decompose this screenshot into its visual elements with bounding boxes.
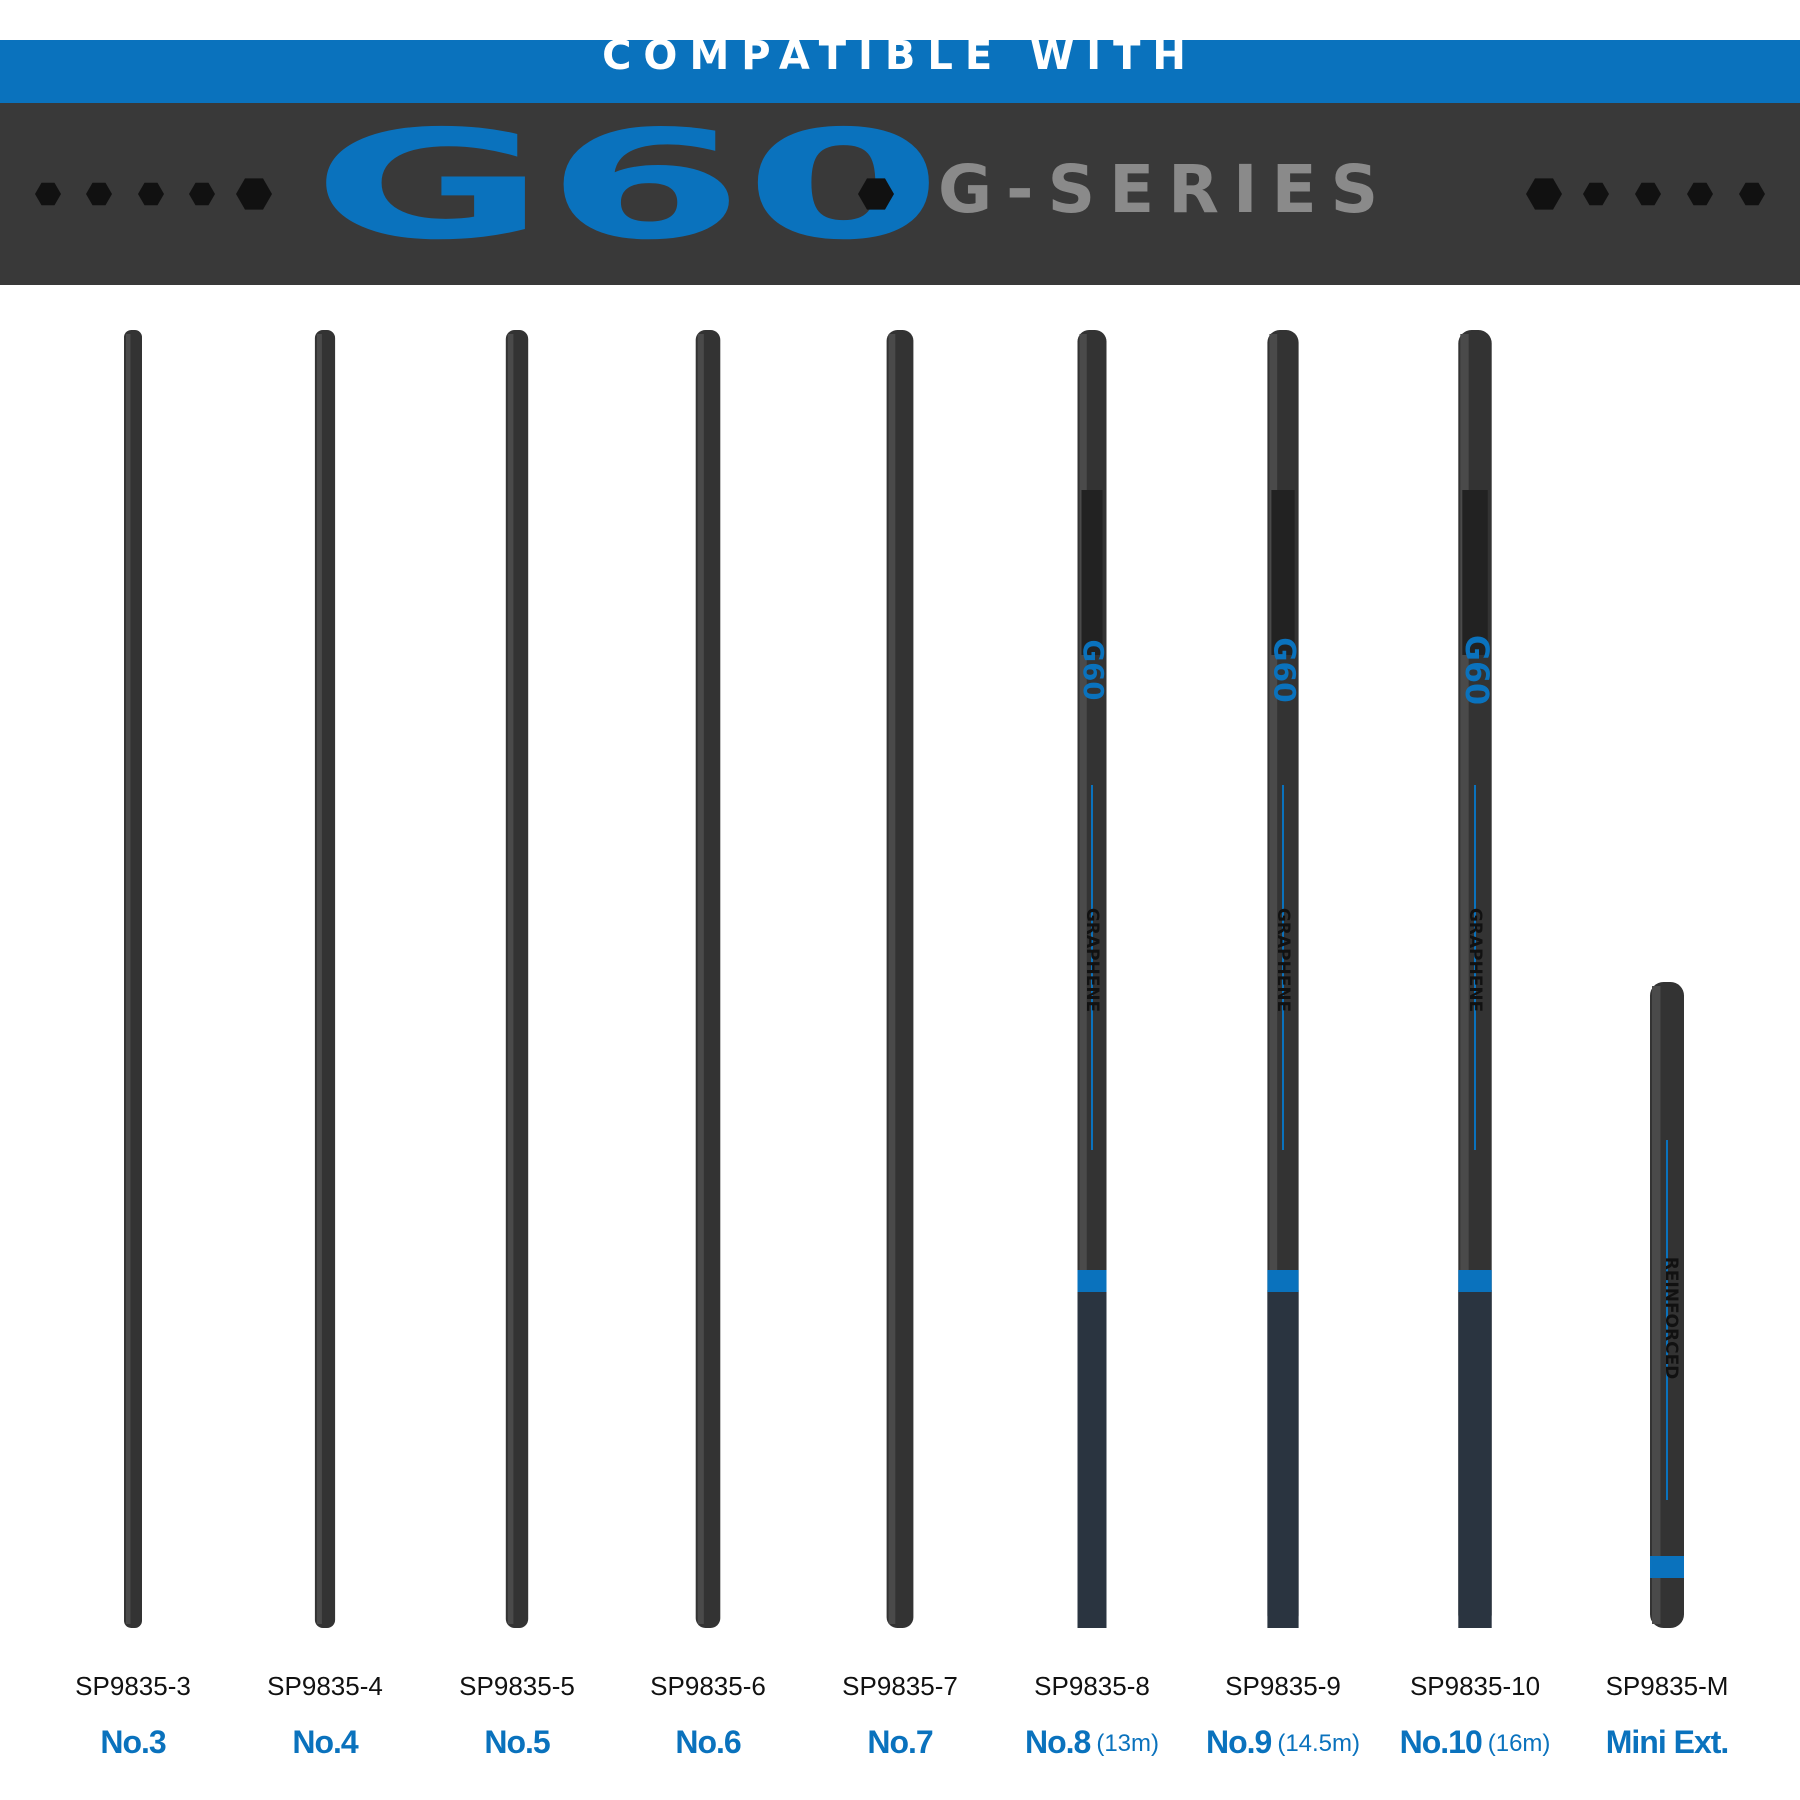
- hex-dot: [1687, 182, 1713, 206]
- pole: [124, 330, 142, 1628]
- pole-shade: [1269, 334, 1278, 1624]
- section-number: No.9: [1206, 1724, 1272, 1760]
- section-code: SP9835-4: [267, 1671, 383, 1701]
- pole-weave: [1271, 490, 1295, 655]
- section-name: No.9 (14.5m): [1206, 1724, 1360, 1760]
- pole: [505, 330, 529, 1628]
- section-number: No.10: [1400, 1724, 1482, 1760]
- section-code: SP9835-3: [75, 1671, 191, 1701]
- section-number: No.6: [675, 1724, 741, 1760]
- hex-dot: [858, 178, 894, 210]
- section-name: No.4: [292, 1724, 359, 1760]
- series-name: G-SERIES: [938, 151, 1392, 228]
- pole-logo: G60: [1458, 635, 1494, 705]
- section-number: No.5: [484, 1724, 550, 1760]
- hex-dot: [189, 182, 215, 206]
- pole-label: GRAPHENE: [1273, 908, 1293, 1012]
- pole-label: REINFORCED: [1661, 1257, 1681, 1380]
- pole-weave: [1081, 490, 1103, 655]
- hex-dot: [138, 182, 164, 206]
- pole-logo: G60: [1268, 637, 1303, 703]
- section-number: No.8: [1025, 1724, 1091, 1760]
- hex-dot: [1739, 182, 1765, 206]
- section-name: No.8 (13m): [1025, 1724, 1159, 1760]
- section-number: No.7: [867, 1724, 933, 1760]
- section-length: (13m): [1096, 1730, 1159, 1757]
- hex-dot: [1583, 182, 1609, 206]
- section-number: Mini Ext.: [1606, 1724, 1729, 1760]
- pole: G60 GRAPHENE: [1267, 330, 1303, 1628]
- hex-dot: [236, 178, 272, 210]
- pole-shade: [697, 334, 704, 1624]
- pole: [886, 330, 914, 1628]
- section-code: SP9835-6: [650, 1671, 766, 1701]
- pole-weave: [1462, 490, 1488, 655]
- pole-band: [1458, 1270, 1492, 1292]
- section-name: No.3: [100, 1724, 166, 1760]
- section-name: No.6: [675, 1724, 741, 1760]
- hex-dot: [1526, 178, 1562, 210]
- pole-grip: [1267, 1290, 1299, 1628]
- section-code: SP9835-10: [1410, 1671, 1540, 1701]
- section-length: (16m): [1488, 1730, 1551, 1757]
- section-code: SP9835-5: [459, 1671, 575, 1701]
- pole-shade: [888, 334, 896, 1624]
- pole-band: [1267, 1270, 1299, 1292]
- section-code: SP9835-8: [1034, 1671, 1150, 1701]
- pole-shade: [507, 334, 514, 1624]
- tagline: COMPATIBLE WITH: [602, 33, 1198, 79]
- pole-shade: [1652, 986, 1661, 1624]
- hex-dot: [35, 182, 61, 206]
- section-name: Mini Ext.: [1606, 1724, 1729, 1760]
- pole-shade: [126, 334, 131, 1624]
- pole: [314, 330, 336, 1628]
- pole-band: [1077, 1270, 1107, 1292]
- pole: G60 GRAPHENE: [1458, 330, 1494, 1628]
- section-number: No.4: [292, 1724, 359, 1760]
- pole-logo: G60: [1077, 640, 1109, 701]
- pole-shade: [1460, 334, 1469, 1624]
- pole-label: GRAPHENE: [1465, 908, 1485, 1012]
- top-banner: [0, 40, 1800, 104]
- pole-grip: [1077, 1290, 1107, 1628]
- pole-shade: [1079, 334, 1087, 1624]
- brand: G60: [312, 98, 943, 273]
- hex-dot: [86, 182, 112, 206]
- section-name: No.7: [867, 1724, 933, 1760]
- hex-dot: [1635, 182, 1661, 206]
- brand-band: [0, 103, 1800, 285]
- pole-band: [1650, 1556, 1684, 1578]
- pole-label: GRAPHENE: [1082, 908, 1102, 1012]
- section-code: SP9835-M: [1606, 1671, 1729, 1701]
- pole: REINFORCED: [1650, 982, 1684, 1628]
- section-code: SP9835-7: [842, 1671, 958, 1701]
- pole: [695, 330, 721, 1628]
- section-length: (14.5m): [1277, 1730, 1360, 1757]
- section-name: No.10 (16m): [1400, 1724, 1551, 1760]
- section-code: SP9835-9: [1225, 1671, 1341, 1701]
- pole-grip: [1458, 1290, 1492, 1628]
- section-name: No.5: [484, 1724, 550, 1760]
- pole-shade: [316, 334, 322, 1624]
- section-number: No.3: [100, 1724, 166, 1760]
- pole: G60 GRAPHENE: [1077, 330, 1109, 1628]
